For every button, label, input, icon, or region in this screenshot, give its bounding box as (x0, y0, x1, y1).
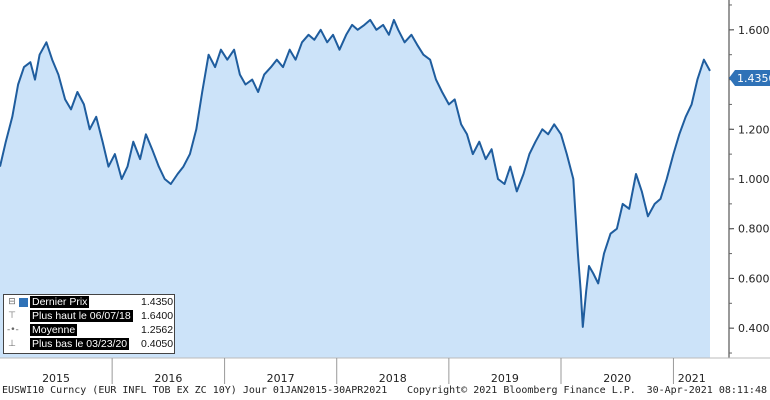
x-tick-label: 2020 (603, 372, 631, 385)
y-tick-label: 1.200 (738, 123, 770, 136)
series-swatch-icon (19, 298, 28, 307)
last-price-badge-text: 1.4350 (737, 72, 770, 85)
legend-label-average: Moyenne (30, 324, 78, 336)
x-tick-label: 2017 (267, 372, 295, 385)
legend-row-high: ⊤ Plus haut le 06/07/18 1.6400 (4, 309, 174, 323)
footer-timestamp: 30-Apr-2021 08:11:48 (646, 385, 767, 396)
legend: ⊟ Dernier Prix 1.4350 ⊤ Plus haut le 06/… (3, 294, 175, 354)
legend-value-last-price: 1.4350 (141, 296, 174, 308)
legend-label-low: Plus bas le 03/23/20 (30, 338, 130, 350)
legend-value-average: 1.2562 (141, 324, 174, 336)
legend-row-low: ⊥ Plus bas le 03/23/20 0.4050 (4, 337, 174, 351)
legend-row-average: -•- Moyenne 1.2562 (4, 323, 174, 337)
x-tick-label: 2018 (379, 372, 407, 385)
y-tick-label: 0.400 (738, 322, 770, 335)
y-tick-label: 1.000 (738, 173, 770, 186)
y-tick-label: 0.800 (738, 223, 770, 236)
x-tick-label: 2015 (42, 372, 70, 385)
legend-value-high: 1.6400 (141, 310, 174, 322)
footer-security: EUSWI10 Curncy (EUR INFL TOB EX ZC 10Y) … (2, 385, 388, 396)
footer: EUSWI10 Curncy (EUR INFL TOB EX ZC 10Y) … (0, 385, 770, 400)
x-tick-label: 2019 (491, 372, 519, 385)
price-area-fill (0, 19, 710, 359)
x-tick-label: 2016 (154, 372, 182, 385)
legend-value-low: 0.4050 (141, 338, 174, 350)
legend-label-last-price: Dernier Prix (30, 296, 90, 308)
x-tick-label: 2021 (678, 372, 706, 385)
last-price-badge: 1.4350 (729, 70, 770, 86)
footer-copyright: Copyright© 2021 Bloomberg Finance L.P. (407, 385, 636, 396)
high-marker-icon: ⊤ (8, 311, 16, 321)
collapse-icon[interactable]: ⊟ (8, 297, 16, 307)
low-marker-icon: ⊥ (8, 339, 16, 349)
legend-row-last-price: ⊟ Dernier Prix 1.4350 (4, 295, 174, 309)
price-series-line (0, 18, 711, 328)
y-tick-label: 0.600 (738, 272, 770, 285)
legend-label-high: Plus haut le 06/07/18 (30, 310, 133, 322)
average-marker-icon: -•- (7, 325, 19, 335)
y-tick-label: 1.600 (738, 24, 770, 37)
